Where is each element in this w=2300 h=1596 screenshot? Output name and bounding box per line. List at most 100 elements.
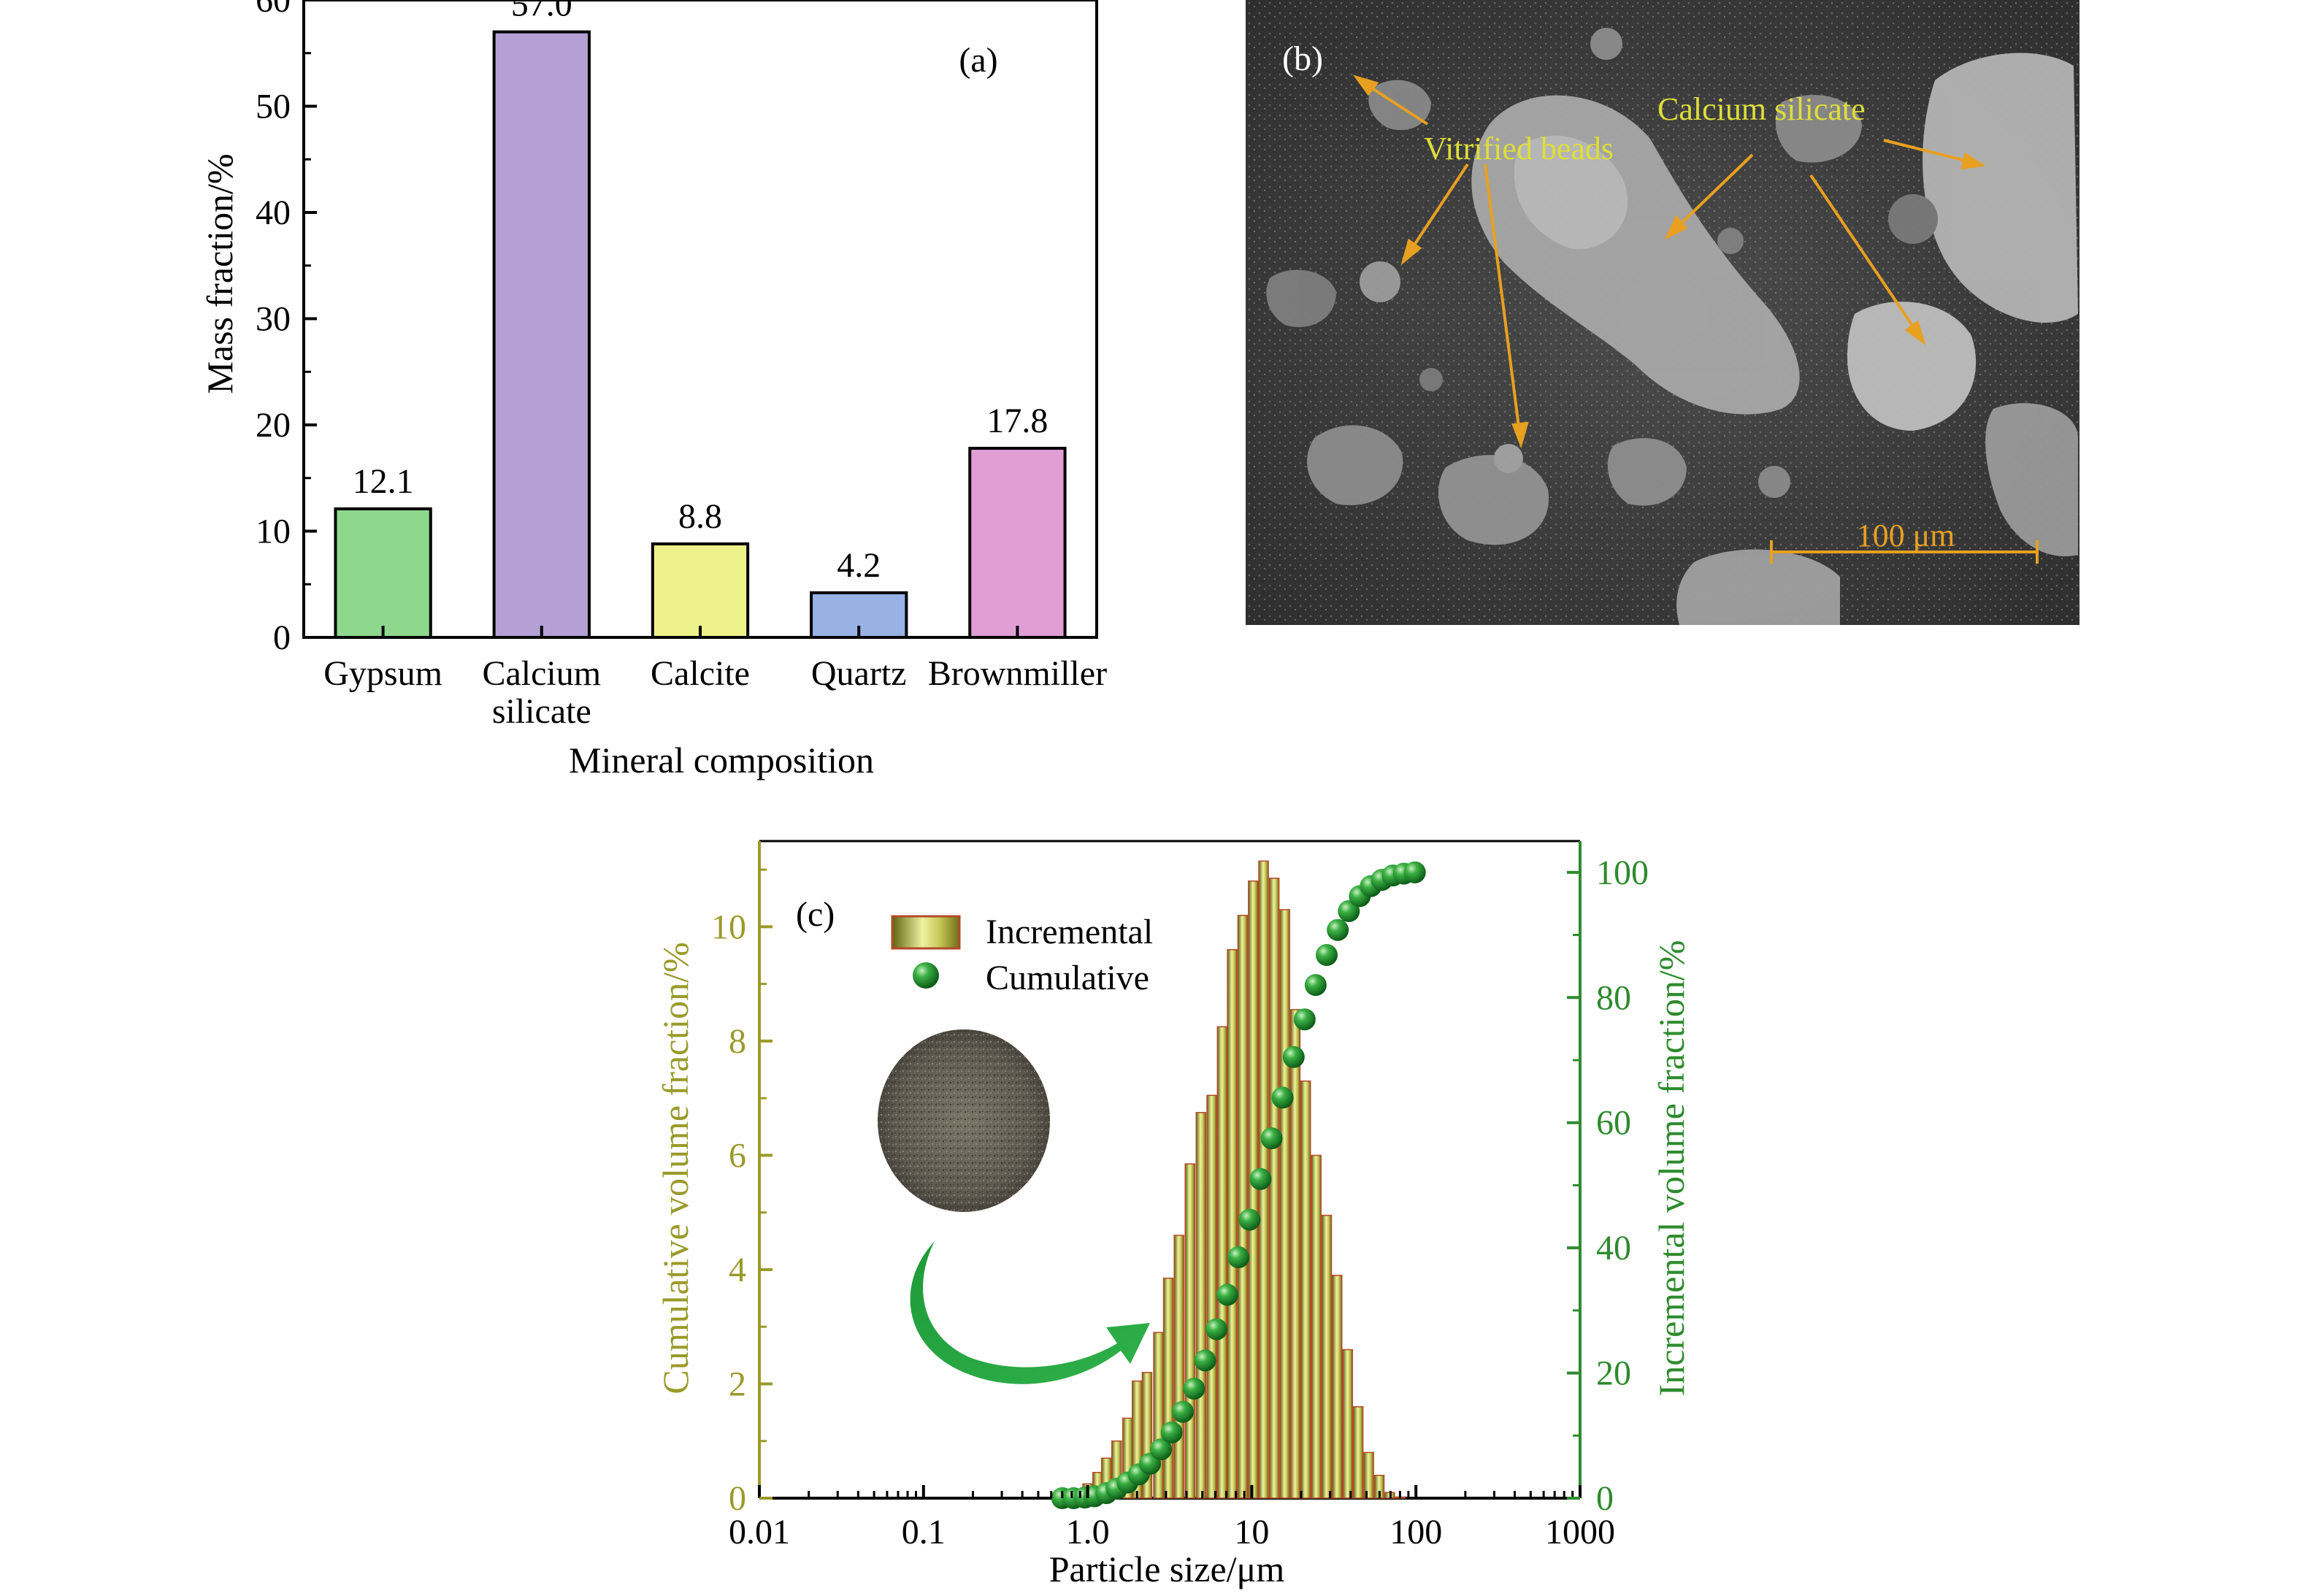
panel-a-y-tick-label: 40 — [256, 193, 291, 232]
panel-c-x-tick-label: 100 — [1389, 1513, 1442, 1551]
panel-c-left-y-tick-label: 4 — [729, 1251, 746, 1289]
panel-c-x-tick-label: 1.0 — [1066, 1513, 1110, 1551]
panel-c-right-y-tick-label: 80 — [1596, 978, 1631, 1017]
panel-c-left-y-tick-label: 2 — [729, 1365, 746, 1403]
panel-c-incremental-bars — [1066, 860, 1406, 1499]
sem-label-vitrified-beads: Vitrified beads — [1424, 131, 1614, 166]
panel-a-bar — [492, 30, 591, 639]
panel-c-cumulative-point — [1293, 1008, 1316, 1031]
panel-a-y-tick-label: 0 — [273, 618, 291, 657]
panel-c-right-y-axis: 0 20 40 60 80 100 — [1567, 853, 1649, 1518]
panel-a-y-axis: 0 10 20 30 40 50 60 — [256, 0, 317, 657]
panel-c-incremental-bar — [1248, 881, 1259, 1499]
panel-c-cumulative-point — [1216, 1284, 1238, 1306]
panel-c-incremental-bar — [1342, 1348, 1354, 1499]
panel-c-incremental-bar — [1162, 1277, 1174, 1499]
sample-powder-photo — [878, 1029, 1050, 1212]
panel-c-right-y-tick-label: 0 — [1596, 1479, 1614, 1518]
panel-a-bar-chart: 0 10 20 30 40 50 60 12.1 57.0 8.8 4.2 17.8 Gypsum C… — [199, 0, 1107, 780]
panel-a-y-tick-label: 50 — [256, 88, 291, 126]
panel-c-x-tick-label: 0.1 — [902, 1513, 946, 1551]
panel-c-left-y-tick-label: 6 — [729, 1136, 746, 1175]
panel-c-right-y-tick-label: 60 — [1596, 1104, 1631, 1143]
panel-a-label: (a) — [959, 41, 997, 80]
legend-incremental-label: Incremental — [986, 913, 1153, 951]
panel-c-cumulative-point — [1338, 900, 1360, 922]
panel-a-x-tick-label: silicate — [492, 692, 591, 731]
panel-c-x-tick-label: 1000 — [1545, 1513, 1615, 1551]
panel-c-right-y-tick-label: 100 — [1596, 853, 1649, 892]
panel-c-incremental-bar — [1227, 948, 1238, 1499]
panel-c-cumulative-point — [1271, 1086, 1294, 1109]
sample-arrow-icon — [910, 1241, 1150, 1384]
sem-label-calcium-silicate: Calcium silicate — [1657, 91, 1866, 127]
panel-a-y-tick-label: 30 — [256, 300, 291, 339]
panel-c-cumulative-point — [1171, 1400, 1194, 1423]
panel-c-incremental-bar — [1352, 1406, 1364, 1499]
panel-c-right-y-axis-title: Incremental volume fraction/% — [1651, 940, 1692, 1397]
panel-c-incremental-bar — [1279, 909, 1290, 1499]
panel-c-cumulative-point — [1327, 918, 1349, 941]
panel-a-x-tick-label: Calcite — [651, 654, 750, 693]
panel-c-incremental-bar — [1173, 1235, 1184, 1499]
panel-c-incremental-bar — [1332, 1275, 1343, 1499]
panel-c-left-y-tick-label: 8 — [729, 1022, 746, 1061]
panel-c-incremental-bar — [1311, 1154, 1322, 1499]
panel-a-bar — [651, 542, 750, 640]
panel-a-bars: 12.1 57.0 8.8 4.2 17.8 — [334, 0, 1067, 640]
panel-a-x-tick-label: Gypsum — [323, 654, 442, 693]
panel-c-incremental-bar — [1268, 878, 1280, 1499]
panel-a-x-tick-label: Brownmiller — [928, 654, 1107, 693]
panel-c-cumulative-point — [1227, 1246, 1250, 1268]
sem-particles — [1266, 28, 2078, 625]
panel-c-left-y-axis-title: Cumulative volume fraction/% — [655, 942, 696, 1394]
panel-c-left-y-tick-label: 10 — [711, 908, 746, 946]
panel-c-incremental-bar — [1321, 1214, 1333, 1499]
panel-c-cumulative-point — [1403, 861, 1426, 883]
sem-annotations — [1352, 74, 2039, 564]
panel-c-x-tick-label: 0.01 — [729, 1513, 790, 1551]
panel-a-y-tick-label: 60 — [256, 0, 291, 20]
panel-a-bar-value-label: 12.1 — [353, 462, 414, 501]
panel-c-left-y-tick-label: 0 — [729, 1479, 746, 1518]
panel-c-incremental-bar — [1195, 1111, 1207, 1499]
panel-c-incremental-bar — [1206, 1094, 1217, 1499]
panel-c-cumulative-points — [1051, 861, 1426, 1509]
panel-c-cumulative-point — [1160, 1422, 1183, 1443]
panel-a-bar — [334, 507, 432, 639]
panel-a-y-tick-label: 10 — [256, 513, 291, 551]
panel-c-cumulative-point — [1315, 944, 1338, 966]
panel-b-sem-image: Vitrified beads Calcium silicate 100 μm … — [1246, 0, 2079, 625]
panel-c-incremental-bar — [1363, 1451, 1374, 1499]
panel-a-x-axis-title: Mineral composition — [569, 740, 874, 780]
panel-c-incremental-bar — [1237, 914, 1249, 1499]
panel-c-psd-chart: 0.01 0.1 1.0 10 100 1000 0 2 4 6 8 10 0 20 40 60 80 100… — [655, 840, 1692, 1589]
panel-c-incremental-bar — [1300, 1080, 1311, 1499]
panel-a-bar-value-label: 8.8 — [678, 497, 722, 536]
panel-c-cumulative-point — [1183, 1378, 1205, 1400]
panel-a-x-tick-label: Calcium — [482, 654, 601, 693]
panel-c-incremental-bar — [1216, 1026, 1228, 1499]
panel-c-right-y-tick-label: 40 — [1596, 1229, 1631, 1267]
sem-scale-bar-label: 100 μm — [1857, 518, 1955, 553]
legend-cumulative-marker — [913, 962, 939, 989]
panel-c-cumulative-point — [1205, 1318, 1228, 1340]
legend-incremental-swatch — [891, 915, 961, 950]
panel-a-y-axis-title: Mass fraction/% — [199, 153, 240, 394]
panel-c-left-y-axis: 0 2 4 6 8 10 — [711, 868, 773, 1518]
panel-c-cumulative-point — [1304, 974, 1327, 997]
panel-a-bar-value-label: 57.0 — [511, 0, 572, 24]
panel-c-incremental-bar — [1289, 1009, 1301, 1499]
panel-c-legend: Incremental Cumulative — [891, 913, 1153, 997]
legend-cumulative-label: Cumulative — [986, 959, 1149, 997]
panel-c-x-axis: 0.01 0.1 1.0 10 100 1000 — [729, 1485, 1615, 1551]
panel-a-y-tick-label: 20 — [256, 406, 291, 445]
panel-a-x-tick-label: Quartz — [811, 654, 907, 693]
panel-a-bar-value-label: 17.8 — [986, 402, 1048, 440]
panel-a-bar-value-label: 4.2 — [837, 546, 881, 585]
panel-b-label: (b) — [1282, 39, 1323, 78]
panel-a-bar — [968, 447, 1067, 639]
panel-c-right-y-tick-label: 20 — [1596, 1354, 1631, 1393]
